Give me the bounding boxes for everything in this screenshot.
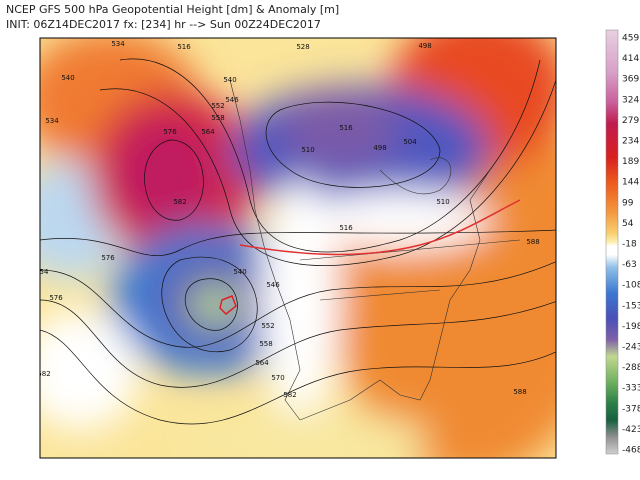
contour-label: 576: [49, 294, 63, 302]
colorbar-label: -108: [622, 281, 640, 291]
contour-label: 588: [513, 388, 526, 396]
contour-label: 534: [111, 40, 125, 48]
colorbar-label: -243: [622, 343, 640, 353]
colorbar-label: 54: [622, 219, 634, 229]
colorbar-label: -198: [622, 322, 640, 332]
anomaly-field: 534 5165405345405465525585645765825285165…: [37, 38, 556, 458]
colorbar-label: -468: [622, 446, 640, 456]
colorbar-label: 279: [622, 116, 639, 126]
contour-label: 516: [339, 124, 353, 132]
contour-label: 552: [211, 102, 224, 110]
contour-label: 528: [296, 43, 309, 51]
contour-label: 558: [259, 340, 272, 348]
contour-label: 534: [45, 117, 59, 125]
init-time: INIT: 06Z14DEC2017 fx: [234] hr --> Sun …: [6, 18, 321, 31]
contour-label: 552: [261, 322, 274, 330]
contour-label: 510: [301, 146, 314, 154]
contour-label: 564: [201, 128, 215, 136]
colorbar-label: -378: [622, 404, 640, 414]
colorbar-label: -18: [622, 240, 637, 250]
contour-label: 582: [283, 391, 296, 399]
colorbar-label: 414: [622, 54, 639, 64]
colorbar-label: 99: [622, 198, 634, 208]
contour-label: 582: [173, 198, 186, 206]
colorbar-label: -153: [622, 301, 640, 311]
contour-label: 588: [526, 238, 539, 246]
colorbar: [605, 29, 619, 455]
colorbar-label: -423: [622, 425, 640, 435]
colorbar-label: 189: [622, 157, 639, 167]
colorbar-label: 324: [622, 95, 639, 105]
contour-label: 564: [255, 359, 269, 367]
colorbar-label: -288: [622, 363, 640, 373]
contour-label: 582: [37, 370, 50, 378]
contour-label: 516: [177, 43, 191, 51]
map-title: NCEP GFS 500 hPa Geopotential Height [dm…: [6, 3, 340, 16]
contour-label: 498: [418, 42, 431, 50]
contour-label: 558: [211, 114, 224, 122]
contour-label: 498: [373, 144, 386, 152]
contour-label: 576: [163, 128, 177, 136]
height-contours: [40, 58, 556, 425]
contour-label: 546: [266, 281, 280, 289]
contour-label: 540: [61, 74, 74, 82]
contour-label: 576: [101, 254, 115, 262]
colorbar-label: 369: [622, 75, 639, 85]
contour-label: 540: [233, 268, 246, 276]
colorbar-label: -333: [622, 384, 640, 394]
colorbar-label: -63: [622, 260, 637, 270]
colorbar-label: 459: [622, 34, 639, 44]
colorbar-label: 234: [622, 137, 639, 147]
contour-label: 54: [40, 268, 49, 276]
contour-label: 570: [271, 374, 284, 382]
anomaly-zero-line: [239, 199, 521, 256]
contour-label: 510: [436, 198, 449, 206]
contour-label: 540: [223, 76, 236, 84]
contour-label: 546: [225, 96, 239, 104]
map-frame: [39, 37, 557, 459]
contour-label: 504: [403, 138, 417, 146]
contour-label: 516: [339, 224, 353, 232]
coastlines: [229, 79, 521, 421]
colorbar-label: 144: [622, 178, 639, 188]
anomaly-min-contour: [219, 295, 237, 316]
